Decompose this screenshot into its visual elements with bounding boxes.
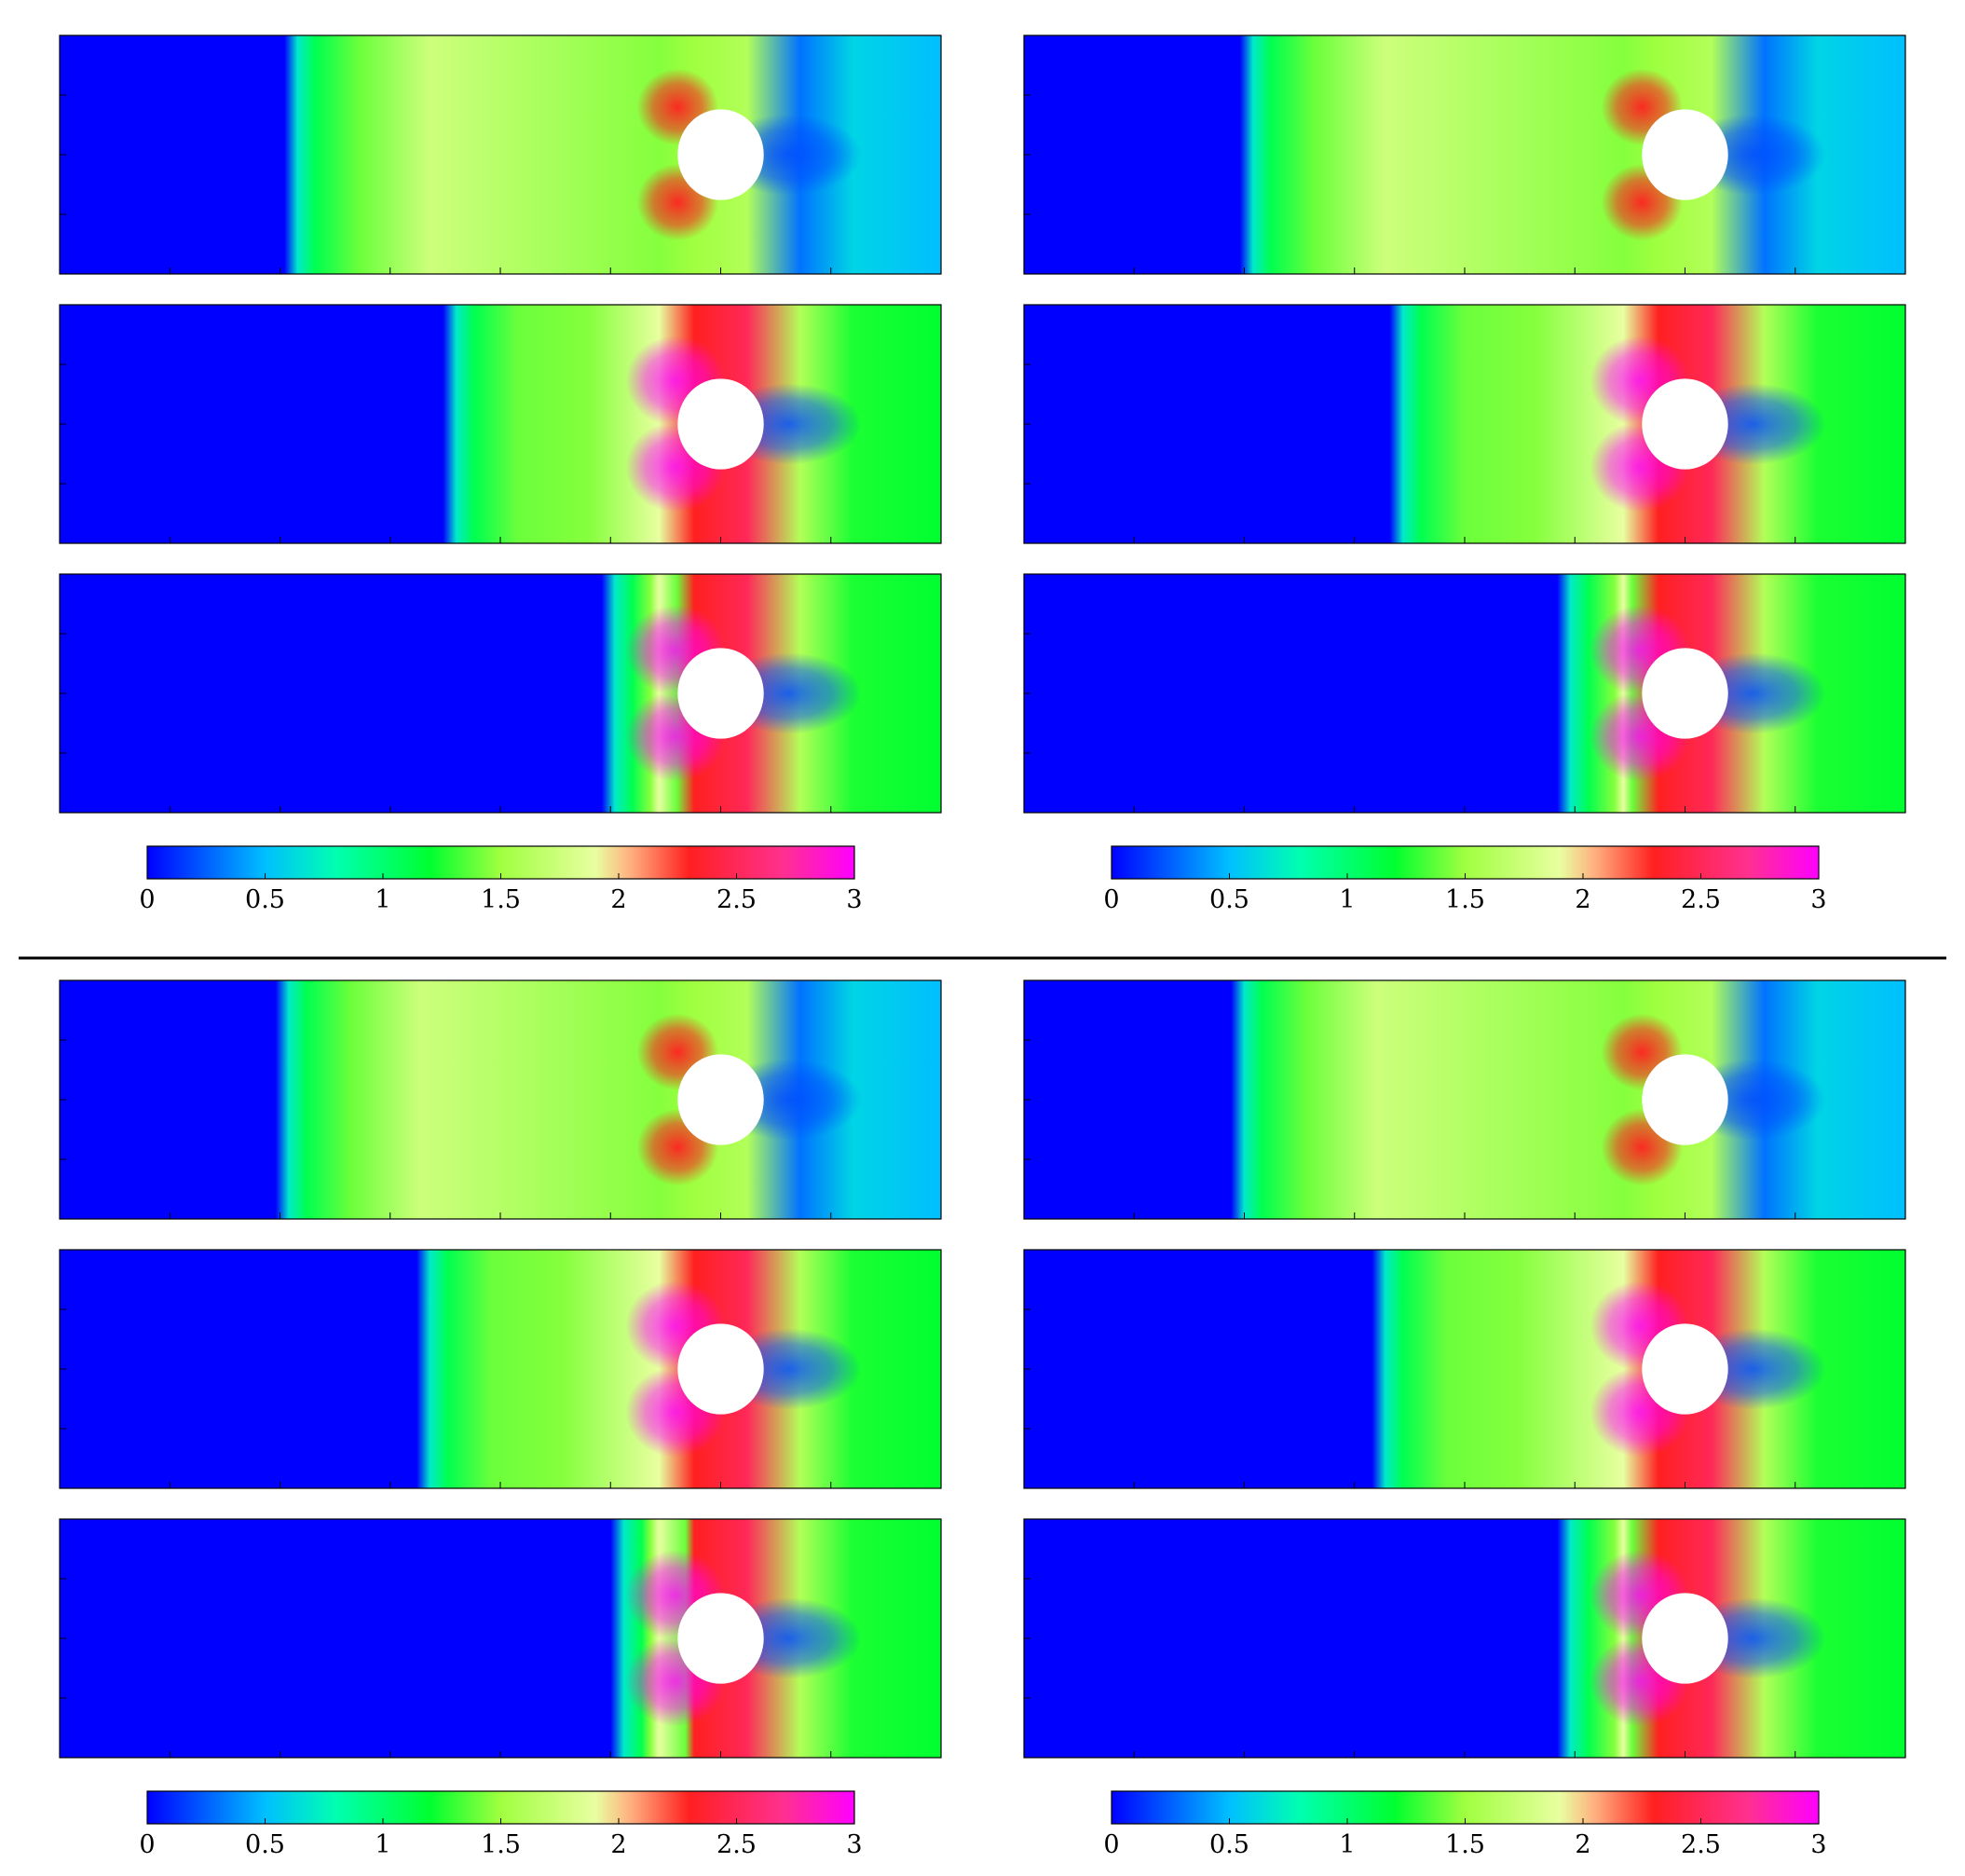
panels-layer [59, 34, 1906, 1759]
colorbar-tick-label: 2.5 [716, 1830, 757, 1859]
contour-panel [1023, 1249, 1906, 1489]
contour-panel [1023, 34, 1906, 275]
cylinder-obstacle [677, 1054, 764, 1145]
colorbar-tick-label: 0.5 [245, 1830, 285, 1859]
cylinder-obstacle [677, 1593, 764, 1684]
contour-panel [1023, 573, 1906, 814]
contour-panel [59, 34, 942, 275]
contour-panel [59, 1249, 942, 1489]
colorbar-tick-label: 2 [610, 885, 626, 914]
colorbar-tick-label: 1.5 [1445, 885, 1485, 914]
colorbar: 0 0.5 1 1.5 2 2.5 3 [1103, 845, 1827, 914]
contour-panel [1023, 304, 1906, 544]
colorbar-tick-label: 2.5 [1681, 885, 1721, 914]
colorbar-tick-label: 0.5 [245, 885, 285, 914]
colorbar: 0 0.5 1 1.5 2 2.5 3 [1103, 1790, 1827, 1859]
colorbar-tick-label: 2.5 [1681, 1830, 1721, 1859]
colorbar-tick-label: 3 [1810, 1830, 1826, 1859]
colorbar-tick-label: 0 [139, 885, 155, 914]
colorbar-tick-label: 2.5 [716, 885, 757, 914]
colorbar-tick-label: 1.5 [481, 885, 521, 914]
colorbar: 0 0.5 1 1.5 2 2.5 3 [139, 1790, 863, 1859]
colorbar: 0 0.5 1 1.5 2 2.5 3 [139, 845, 863, 914]
colorbar-tick-label: 2 [610, 1830, 626, 1859]
cylinder-obstacle [677, 109, 764, 200]
colorbar-tick-label: 0 [139, 1830, 155, 1859]
cylinder-obstacle [677, 378, 764, 470]
colorbar-tick-label: 0 [1103, 1830, 1119, 1859]
colorbar-tick-label: 0.5 [1209, 885, 1249, 914]
cylinder-obstacle [677, 648, 764, 739]
colorbar-tick-label: 1 [1339, 885, 1355, 914]
colorbar-tick-label: 0.5 [1209, 1830, 1249, 1859]
colorbar-tick-label: 3 [846, 885, 862, 914]
cylinder-obstacle [677, 1323, 764, 1415]
contour-panel [59, 304, 942, 544]
colorbar-tick-label: 1 [375, 885, 390, 914]
cylinder-obstacle [1642, 378, 1728, 470]
colorbar-tick-label: 3 [1810, 885, 1826, 914]
colorbar-tick-label: 1 [375, 1830, 390, 1859]
contour-panel [59, 1518, 942, 1759]
colorbar-tick-label: 1.5 [1445, 1830, 1485, 1859]
contour-panel [59, 979, 942, 1220]
contour-panel [59, 573, 942, 814]
cylinder-obstacle [1642, 648, 1728, 739]
contour-panel [1023, 1518, 1906, 1759]
colorbar-tick-label: 0 [1103, 885, 1119, 914]
colorbars-layer: 0 0.5 1 1.5 2 2.5 3 0 0.5 1 1.5 2 2.5 30 0.5 1 1.5 2 2.5 3 0… [139, 845, 1827, 1859]
cylinder-obstacle [1642, 1323, 1728, 1415]
colorbar-tick-label: 2 [1575, 885, 1590, 914]
colorbar-tick-label: 1 [1339, 1830, 1355, 1859]
cylinder-obstacle [1642, 1593, 1728, 1684]
colorbar-tick-label: 2 [1575, 1830, 1590, 1859]
colorbar-tick-label: 3 [846, 1830, 862, 1859]
contour-panel [1023, 979, 1906, 1220]
colorbar-tick-label: 1.5 [481, 1830, 521, 1859]
cylinder-obstacle [1642, 1054, 1728, 1145]
cylinder-obstacle [1642, 109, 1728, 200]
